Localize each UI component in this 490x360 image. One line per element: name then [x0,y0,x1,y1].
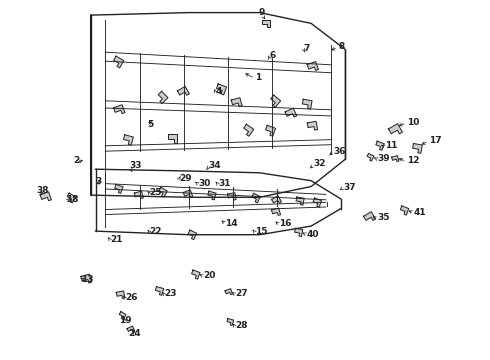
Polygon shape [208,191,216,200]
Polygon shape [367,153,374,161]
Polygon shape [389,123,402,134]
Polygon shape [114,105,125,114]
Text: 41: 41 [414,208,427,217]
Text: 40: 40 [306,230,319,239]
Text: 21: 21 [110,235,123,244]
Text: 10: 10 [407,118,419,127]
Text: 7: 7 [304,44,310,53]
Text: 18: 18 [66,195,79,204]
Polygon shape [270,95,281,107]
Text: 24: 24 [128,328,141,338]
Polygon shape [392,156,399,162]
Polygon shape [127,326,135,332]
Polygon shape [231,98,242,107]
Polygon shape [40,192,51,201]
Text: 20: 20 [203,271,216,280]
Text: 28: 28 [235,321,248,330]
Polygon shape [294,228,303,237]
Text: 17: 17 [429,136,441,145]
Text: 38: 38 [37,186,49,195]
Polygon shape [115,184,123,193]
Text: 12: 12 [407,156,419,165]
Polygon shape [307,121,318,130]
Text: 23: 23 [164,289,177,298]
Polygon shape [225,289,233,294]
Polygon shape [364,212,375,220]
Text: 11: 11 [385,141,397,150]
Polygon shape [81,274,92,283]
Text: 36: 36 [333,147,346,156]
Text: 15: 15 [255,227,268,236]
Text: 14: 14 [225,219,238,228]
Text: 9: 9 [259,8,266,17]
Polygon shape [244,124,254,136]
Polygon shape [266,125,275,136]
Text: 1: 1 [255,73,261,82]
Text: 8: 8 [338,42,344,51]
Text: 19: 19 [119,316,131,325]
Text: 3: 3 [95,177,101,186]
Polygon shape [177,86,189,95]
Polygon shape [400,206,409,215]
Text: 39: 39 [377,154,390,163]
Polygon shape [123,135,133,145]
Text: 6: 6 [270,51,276,60]
Polygon shape [158,91,168,104]
Polygon shape [296,197,304,205]
Text: 13: 13 [81,274,94,284]
Polygon shape [168,134,177,143]
Text: 16: 16 [279,220,292,229]
Text: 27: 27 [235,289,248,298]
Polygon shape [192,270,200,279]
Polygon shape [313,198,321,207]
Text: 34: 34 [208,161,221,170]
Polygon shape [116,291,125,298]
Text: 26: 26 [125,292,138,302]
Polygon shape [302,99,312,109]
Polygon shape [155,287,164,295]
Polygon shape [114,56,124,68]
Polygon shape [227,319,234,325]
Polygon shape [262,19,270,27]
Polygon shape [307,62,318,71]
Text: 32: 32 [314,159,326,168]
Polygon shape [285,108,297,117]
Polygon shape [159,187,167,197]
Polygon shape [188,230,196,240]
Polygon shape [217,84,226,95]
Text: 30: 30 [198,179,211,188]
Text: 29: 29 [179,174,192,183]
Text: 5: 5 [147,120,153,129]
Text: 2: 2 [73,156,79,165]
Polygon shape [413,144,422,153]
Polygon shape [271,196,282,203]
Polygon shape [119,312,126,319]
Text: 22: 22 [149,227,162,236]
Polygon shape [227,193,236,200]
Text: 33: 33 [130,161,143,170]
Polygon shape [67,193,75,203]
Text: 37: 37 [343,183,356,192]
Polygon shape [376,141,384,150]
Text: 31: 31 [218,179,231,188]
Polygon shape [252,193,260,203]
Polygon shape [183,190,193,197]
Text: 25: 25 [149,188,162,197]
Text: 4: 4 [216,87,222,96]
Text: 35: 35 [377,213,390,222]
Polygon shape [134,191,144,198]
Polygon shape [271,208,281,215]
